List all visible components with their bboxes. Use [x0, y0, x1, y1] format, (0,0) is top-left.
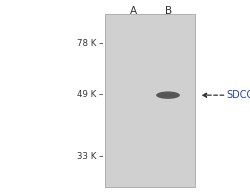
Ellipse shape	[156, 91, 180, 99]
Text: B: B	[165, 6, 172, 16]
Text: 49 K –: 49 K –	[78, 90, 104, 99]
Text: 33 K –: 33 K –	[77, 152, 104, 161]
Text: 78 K –: 78 K –	[77, 39, 104, 48]
Text: A: A	[130, 6, 137, 16]
Bar	[105, 14, 195, 187]
Text: SDCCAG8: SDCCAG8	[226, 90, 250, 100]
